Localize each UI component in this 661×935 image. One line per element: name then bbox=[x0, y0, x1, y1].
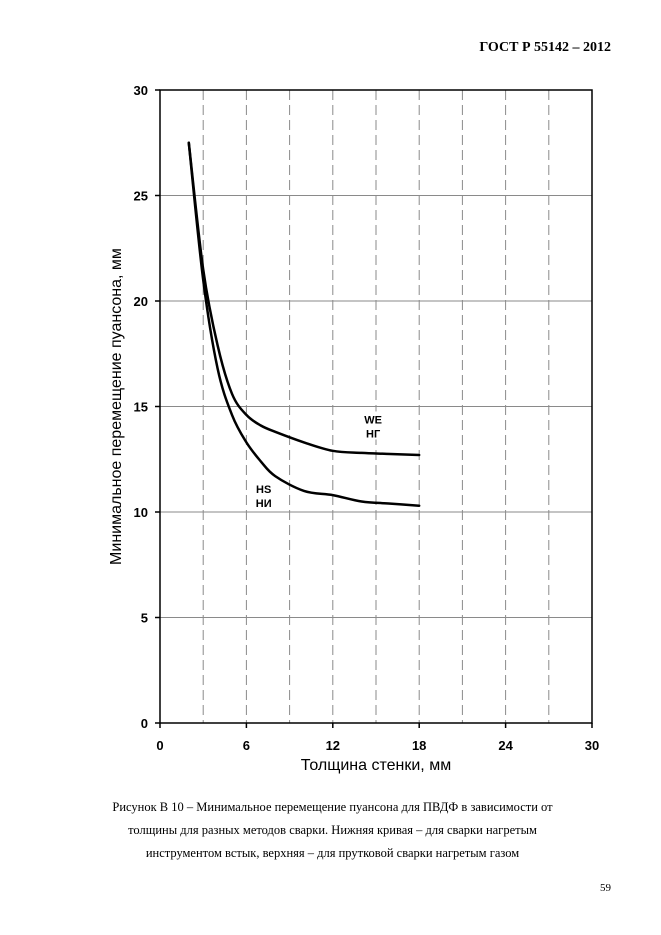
curve-label-background bbox=[249, 481, 278, 510]
y-tick-label: 0 bbox=[141, 716, 148, 731]
x-tick-label: 6 bbox=[243, 738, 250, 753]
x-tick-label: 30 bbox=[585, 738, 599, 753]
curve-label-top: HS bbox=[256, 484, 271, 496]
page-number: 59 bbox=[600, 882, 611, 894]
y-tick-label: 10 bbox=[134, 505, 148, 520]
y-tick-label: 15 bbox=[134, 400, 148, 415]
curve-labels: WE НГ HS НИ bbox=[249, 411, 388, 510]
caption-line-2: толщины для разных методов сварки. Нижня… bbox=[128, 823, 537, 837]
x-tick-label: 18 bbox=[412, 738, 426, 753]
series bbox=[187, 141, 421, 507]
curve-label-bottom: НГ bbox=[366, 428, 381, 440]
y-tick-label: 5 bbox=[141, 611, 148, 626]
curve-label-background bbox=[359, 411, 388, 440]
series-line-1 bbox=[187, 141, 421, 507]
series-line-0 bbox=[187, 141, 421, 457]
y-tick-label: 30 bbox=[134, 83, 148, 98]
tick-labels: 0 6 12 18 24 30 0 5 10 15 20 25 30 bbox=[134, 83, 600, 753]
x-axis-title: Толщина стенки, мм bbox=[301, 757, 451, 774]
y-axis-title: Минимальное перемещение пуансона, мм bbox=[108, 248, 125, 565]
caption-line-1: Рисунок В 10 – Минимальное перемещение п… bbox=[112, 800, 553, 814]
x-tick-label: 0 bbox=[156, 738, 163, 753]
x-tick-label: 12 bbox=[326, 738, 340, 753]
y-tick-label: 20 bbox=[134, 294, 148, 309]
x-tick-label: 24 bbox=[498, 738, 513, 753]
curve-label-top: WE bbox=[364, 414, 382, 426]
y-tick-label: 25 bbox=[134, 189, 148, 204]
standard-header: ГОСТ Р 55142 – 2012 bbox=[479, 40, 611, 55]
grid bbox=[160, 90, 592, 723]
displacement-chart: 0 6 12 18 24 30 0 5 10 15 20 25 30 WE НГ HS НИ Толщина … bbox=[108, 83, 600, 774]
axes bbox=[155, 89, 593, 728]
curve-label-bottom: НИ bbox=[256, 498, 272, 510]
caption-line-3: инструментом встык, верхняя – для прутко… bbox=[145, 846, 520, 860]
figure-caption: Рисунок В 10 – Минимальное перемещение п… bbox=[60, 796, 605, 865]
